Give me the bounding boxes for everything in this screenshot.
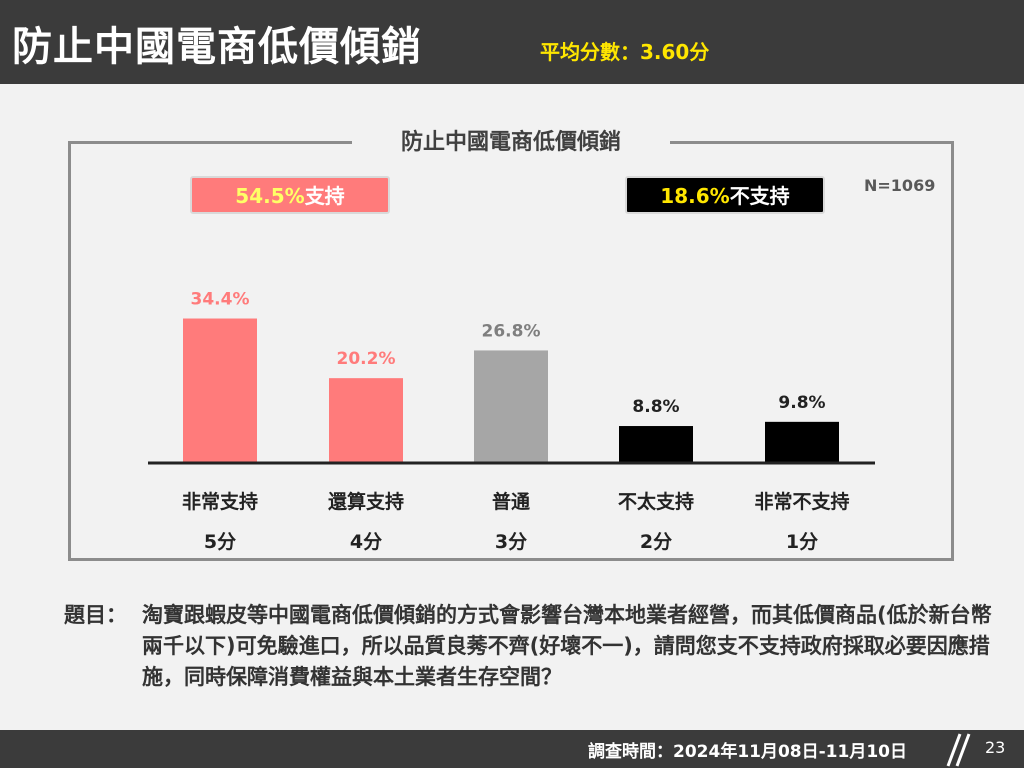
bar-2 (329, 378, 403, 463)
survey-date: 調查時間：2024年11月08日-11月10日 (588, 742, 907, 762)
value-label-4: 8.8% (632, 397, 679, 417)
score-label-3: 3分 (495, 531, 527, 553)
value-label-3: 26.8% (482, 321, 541, 341)
category-label-1: 非常支持 (182, 490, 258, 513)
question-text: 淘寶跟蝦皮等中國電商低價傾銷的方式會影響台灣本地業者經營，而其低價商品(低於新台… (142, 603, 992, 689)
page-title: 防止中國電商低價傾銷 (12, 24, 422, 70)
sample-size: N=1069 (864, 176, 936, 195)
bar-1 (183, 318, 257, 463)
bar-5 (765, 421, 839, 463)
bar-4 (619, 426, 693, 463)
page-number: 23 (985, 738, 1006, 757)
support-summary-badge: 54.5%支持 (190, 176, 390, 214)
score-label-2: 4分 (350, 531, 382, 553)
category-label-3: 普通 (492, 490, 531, 513)
score-label-1: 5分 (204, 531, 236, 553)
oppose-pct: 18.6% (660, 184, 730, 208)
header-bar: 防止中國電商低價傾銷 平均分數：3.60分 (0, 0, 1024, 84)
category-label-2: 還算支持 (328, 490, 404, 513)
value-label-1: 34.4% (191, 290, 250, 310)
divider-slash-icon (946, 733, 971, 767)
score-label-4: 2分 (640, 531, 672, 553)
oppose-label: 不支持 (729, 184, 790, 208)
value-label-5: 9.8% (778, 393, 825, 413)
oppose-summary-badge: 18.6%不支持 (625, 176, 825, 214)
average-score: 平均分數：3.60分 (540, 40, 710, 64)
category-label-4: 不太支持 (618, 490, 694, 513)
value-label-2: 20.2% (337, 349, 396, 369)
support-pct: 54.5% (235, 184, 305, 208)
category-label-5: 非常不支持 (754, 490, 849, 513)
bar-3 (474, 350, 548, 463)
chart-title: 防止中國電商低價傾銷 (352, 128, 670, 158)
question-label: 題目： (64, 603, 127, 627)
score-label-5: 1分 (786, 531, 818, 553)
question-block: 題目： 淘寶跟蝦皮等中國電商低價傾銷的方式會影響台灣本地業者經營，而其低價商品(… (64, 600, 1004, 693)
support-label: 支持 (304, 184, 345, 208)
footer-bar: 調查時間：2024年11月08日-11月10日 23 (0, 730, 1024, 768)
